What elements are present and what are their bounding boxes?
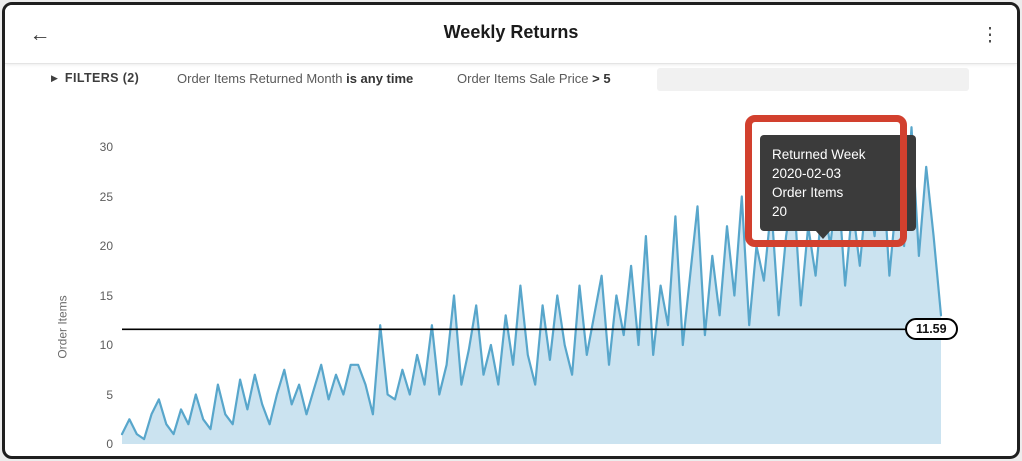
header-bar: ← Weekly Returns ⋮: [5, 5, 1017, 64]
tooltip-line-1: Returned Week: [772, 147, 866, 162]
y-tick-label: 25: [99, 189, 113, 204]
filter-item-sale-price[interactable]: Order Items Sale Price > 5: [457, 71, 611, 86]
filters-toggle[interactable]: ▶ FILTERS (2): [51, 71, 139, 85]
y-tick-label: 5: [106, 387, 113, 402]
tooltip-line-2: 2020-02-03: [772, 166, 842, 181]
back-button[interactable]: ←: [25, 20, 55, 50]
reference-line-value-badge: 11.59: [905, 318, 958, 341]
y-tick-label: 20: [99, 239, 113, 253]
series-line: [120, 126, 943, 441]
back-arrow-icon: ←: [29, 23, 51, 46]
y-axis-title: Order Items: [56, 295, 71, 359]
y-tick-label: 10: [99, 338, 113, 352]
chart-area[interactable]: Order Items 0 5 10 15 20 25 30 11.59 Returned …: [5, 97, 1017, 453]
filter-field-label: Order Items Sale Price: [457, 71, 589, 86]
tooltip-caret: [815, 230, 831, 239]
filters-label: FILTERS (2): [64, 71, 140, 85]
tooltip-line-3: Order Items: [772, 185, 844, 200]
filter-condition: is any time: [346, 71, 414, 86]
filters-expand-icon: ▶: [51, 72, 58, 83]
weekly-returns-chart[interactable]: [5, 97, 1017, 453]
y-tick-label: 15: [99, 288, 113, 303]
page-title: Weekly Returns: [443, 22, 579, 42]
area-fill: [122, 127, 941, 444]
y-tick-label: 30: [99, 140, 113, 154]
y-tick-label: 0: [106, 437, 113, 451]
kebab-menu-icon: ⋮: [980, 24, 1000, 46]
chart-tooltip: Returned Week 2020-02-03 Order Items 20: [760, 135, 916, 231]
more-options-button[interactable]: ⋮: [977, 20, 1003, 50]
filter-condition: > 5: [592, 71, 611, 86]
filter-field-label: Order Items Returned Month: [177, 71, 343, 86]
filter-item-returned-month[interactable]: Order Items Returned Month is any time: [177, 71, 413, 86]
filters-bar: ▶ FILTERS (2) Order Items Returned Month…: [5, 64, 1017, 98]
tooltip-line-4: 20: [772, 204, 788, 219]
filters-scrollbar-track[interactable]: [657, 68, 969, 91]
